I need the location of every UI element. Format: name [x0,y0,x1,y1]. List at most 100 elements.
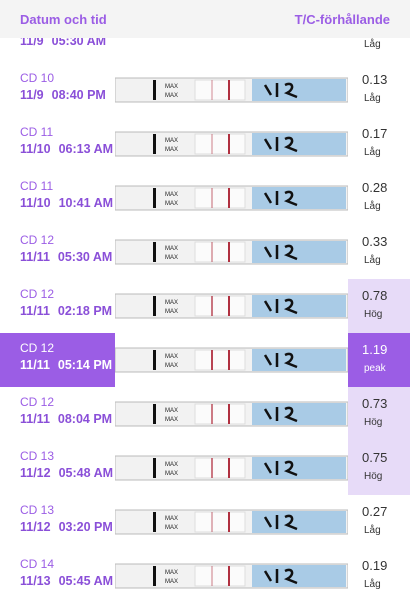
date: 11/9 [20,88,44,102]
result-row: CD 12 11/11 05:14 PM MAX MAX 1.19 peak [0,333,410,387]
strip-label: MAX [165,525,178,531]
strip-handle [252,403,346,425]
ratio: 0.75 [362,450,388,465]
time: 05:30 AM [57,250,113,264]
control-line [228,350,230,370]
strip-handle [252,511,346,533]
date: 11/13 [20,574,51,588]
level: Hög [364,417,383,428]
result-row: CD 12 11/11 05:30 AM MAX MAX 0.33 Låg [0,225,410,279]
result-row: CD 11 11/10 06:13 AM MAX MAX 0.17 Låg [0,117,410,171]
date-time: 11/11 05:30 AM [20,250,112,264]
strip-label: MAX [165,471,178,477]
test-line [211,134,213,154]
test-strip: MAX MAX [115,77,348,103]
ratio-cell: Låg [348,9,410,63]
test-line [211,188,213,208]
strip-label: MAX [165,516,178,522]
result-row: CD 11 11/10 10:41 AM MAX MAX 0.28 Låg [0,171,410,225]
date-time: 11/11 08:04 PM [20,412,112,426]
header-left: Datum och tid [20,12,107,27]
date-cell: CD 14 11/13 05:45 AM [0,549,115,600]
test-line [211,458,213,478]
control-line [228,80,230,100]
date-cell: CD 12 11/11 05:30 AM [0,225,115,279]
strip-label: MAX [165,363,178,369]
test-line [211,404,213,424]
header-right: T/C-förhållande [294,12,390,27]
date: 11/11 [20,412,50,426]
strip-handle [252,241,346,263]
handwriting [263,298,298,315]
control-line [228,458,230,478]
handwriting [263,406,298,423]
ratio-cell: 0.19 Låg [348,549,410,600]
strip-bar [153,80,156,100]
cycle-day: CD 10 [20,71,55,85]
control-line [228,188,230,208]
test-strip: MAX MAX [115,239,348,265]
strip-label: MAX [165,201,178,207]
level: Låg [364,201,381,212]
level: Låg [364,255,381,266]
test-strip: MAX MAX [115,293,348,319]
strip-window [194,187,246,209]
level: Hög [364,471,383,482]
test-strip: MAX MAX [115,563,348,589]
strip-bar [153,404,156,424]
strip-label: MAX [165,84,178,90]
handwriting [263,190,298,207]
level: Låg [364,39,381,50]
ratio-cell: 1.19 peak [348,333,410,387]
cycle-day: CD 13 [20,449,55,463]
strip-handle [252,133,346,155]
ratio: 1.19 [362,342,388,357]
test-line [211,566,213,586]
result-row: CD 10 11/9 08:40 PM MAX MAX 0.13 Låg [0,63,410,117]
ratio: 0.19 [362,558,388,573]
strip-bar [153,458,156,478]
date: 11/11 [20,358,50,372]
strip-bar [153,566,156,586]
ratio: 0.27 [362,504,388,519]
test-line [211,242,213,262]
date: 11/11 [20,250,50,264]
date: 11/10 [20,196,51,210]
level: Låg [364,579,381,590]
strip-handle [252,187,346,209]
time: 08:40 PM [51,88,106,102]
date-time: 11/11 02:18 PM [20,304,112,318]
control-line [228,134,230,154]
strip-window [194,457,246,479]
ratio-cell: 0.28 Låg [348,171,410,225]
strip-bar [153,512,156,532]
strip-label: MAX [165,192,178,198]
strip-handle [252,295,346,317]
result-row: CD 13 11/12 03:20 PM MAX MAX 0.27 Låg [0,495,410,549]
strip-window [194,511,246,533]
date-cell: CD 12 11/11 08:04 PM [0,387,115,441]
cycle-day: CD 12 [20,341,55,355]
strip-label: MAX [165,255,178,261]
date-time: 11/12 03:20 PM [20,520,113,534]
strip-label: MAX [165,93,178,99]
strip-window [194,349,246,371]
ratio-cell: 0.17 Låg [348,117,410,171]
test-strip: MAX MAX [115,401,348,427]
date-cell: CD 10 11/9 08:40 PM [0,63,115,117]
ratio: 0.28 [362,180,388,195]
test-strip: MAX MAX [115,185,348,211]
strip-window [194,403,246,425]
handwriting [263,82,298,99]
strip-window [194,241,246,263]
ratio: 0.33 [362,234,388,249]
test-line [211,296,213,316]
date: 11/11 [20,304,50,318]
handwriting [263,244,298,261]
level: Låg [364,525,381,536]
date-time: 11/10 10:41 AM [20,196,113,210]
strip-handle [252,349,346,371]
time: 05:48 AM [58,466,114,480]
time: 05:45 AM [58,574,114,588]
strip-window [194,295,246,317]
